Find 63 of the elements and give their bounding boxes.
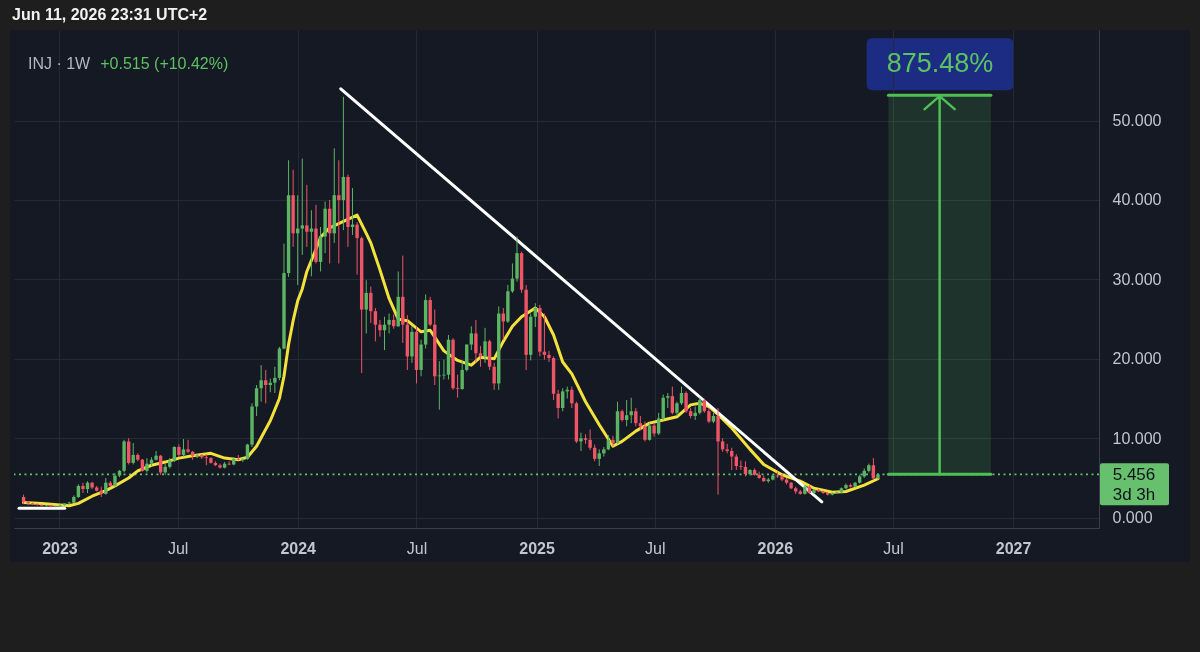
candlestick bbox=[730, 447, 734, 471]
candlestick bbox=[154, 450, 158, 461]
candlestick bbox=[373, 307, 378, 342]
candlestick bbox=[355, 221, 359, 276]
candlestick bbox=[264, 369, 268, 404]
x-tick-label: 2026 bbox=[757, 539, 794, 557]
candlestick bbox=[556, 389, 560, 419]
annotation: 875.48% bbox=[886, 48, 994, 79]
candlestick bbox=[145, 457, 149, 473]
x-tick-label: Jul bbox=[645, 539, 666, 557]
ref-line-label: 5.456 bbox=[1112, 465, 1156, 485]
candlestick bbox=[739, 459, 743, 471]
candlestick bbox=[337, 159, 341, 265]
candlestick bbox=[876, 472, 880, 481]
x-tick-label: 2025 bbox=[519, 539, 555, 557]
candlestick bbox=[273, 366, 277, 394]
candlestick bbox=[684, 390, 688, 414]
candlestick bbox=[442, 359, 446, 380]
candlestick bbox=[58, 503, 62, 508]
text: INJ · 1W bbox=[28, 55, 91, 72]
candlestick bbox=[624, 399, 629, 427]
x-tick-label: Jul bbox=[883, 539, 904, 557]
candlestick bbox=[652, 422, 656, 438]
y-tick-label: 40.000 bbox=[1112, 191, 1162, 209]
y-tick-label: 0.000 bbox=[1112, 509, 1153, 527]
candlestick bbox=[81, 482, 85, 494]
candlestick bbox=[241, 457, 245, 463]
candlestick bbox=[259, 364, 263, 403]
candlestick bbox=[387, 313, 391, 334]
x-tick-label: 2027 bbox=[995, 539, 1032, 557]
x-tick-label: 2024 bbox=[280, 539, 317, 557]
candlestick bbox=[460, 360, 464, 391]
x-tick-label: 2023 bbox=[42, 539, 78, 557]
candlestick bbox=[378, 319, 382, 338]
candlestick bbox=[300, 158, 304, 256]
y-tick-label: 10.000 bbox=[1112, 429, 1162, 447]
candlestick bbox=[570, 386, 574, 409]
candlestick bbox=[474, 319, 478, 364]
y-tick-label: 50.000 bbox=[1112, 112, 1162, 130]
candlestick bbox=[455, 374, 460, 399]
text: +0.515 (+10.42%) bbox=[100, 55, 229, 72]
candlestick bbox=[611, 435, 615, 447]
x-tick-label: Jul bbox=[167, 539, 189, 557]
x-tick-label: Jul bbox=[406, 539, 428, 557]
candlestick bbox=[369, 286, 373, 324]
y-tick-label: 30.000 bbox=[1112, 270, 1162, 288]
text: 3d 3h bbox=[1112, 485, 1156, 505]
candlestick bbox=[126, 437, 131, 465]
candlestick bbox=[469, 325, 474, 351]
candlestick bbox=[547, 350, 551, 363]
candlestick bbox=[483, 327, 487, 364]
candlestick bbox=[588, 429, 592, 451]
candlestick bbox=[643, 421, 647, 442]
candlestick bbox=[186, 439, 190, 454]
candlestick bbox=[579, 432, 583, 452]
text: Jun 11, 2026 23:31 UTC+2 bbox=[12, 5, 208, 25]
candlestick bbox=[634, 407, 638, 427]
candlestick bbox=[533, 302, 537, 328]
candlestick bbox=[305, 184, 309, 248]
candlestick bbox=[204, 453, 209, 466]
candlestick bbox=[492, 362, 496, 391]
y-tick-label: 20.000 bbox=[1112, 350, 1162, 368]
candlestick bbox=[835, 490, 839, 495]
